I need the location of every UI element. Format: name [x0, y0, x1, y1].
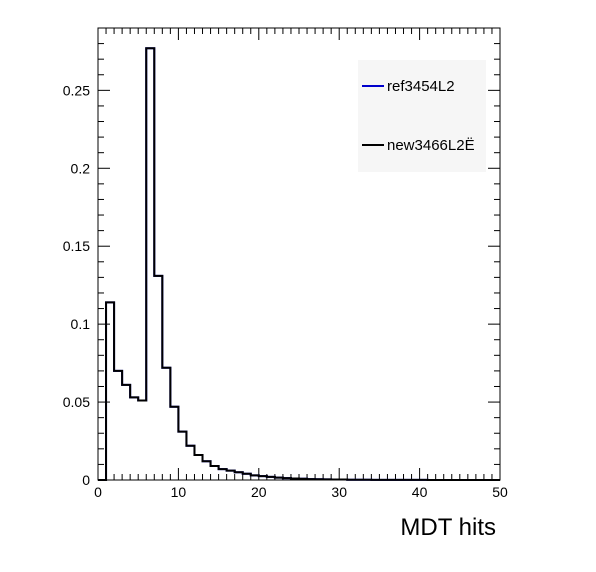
y-tick-label: 0: [82, 472, 90, 488]
x-tick-label: 0: [94, 484, 102, 500]
y-tick-label: 0.15: [63, 238, 90, 254]
x-tick-label: 30: [331, 484, 347, 500]
axis-tick-labels: 0 10 20 30 40 50 0 0.05 0.1 0.15 0.2 0.25: [63, 82, 508, 500]
legend: ref3454L2 new3466L2Ë: [358, 60, 486, 172]
x-tick-label: 10: [171, 484, 187, 500]
y-tick-label: 0.05: [63, 394, 90, 410]
x-tick-label: 40: [412, 484, 428, 500]
y-tick-label: 0.2: [71, 160, 91, 176]
legend-label-1: new3466L2Ë: [387, 137, 475, 154]
plot-frame: [97, 27, 501, 481]
x-tick-label: 20: [251, 484, 267, 500]
x-tick-label: 50: [492, 484, 508, 500]
y-tick-label: 0.1: [71, 316, 91, 332]
y-tick-label: 0.25: [63, 82, 90, 98]
legend-label-0: ref3454L2: [387, 78, 455, 95]
x-axis-title: MDT hits: [400, 514, 496, 541]
legend-box: [358, 60, 486, 172]
